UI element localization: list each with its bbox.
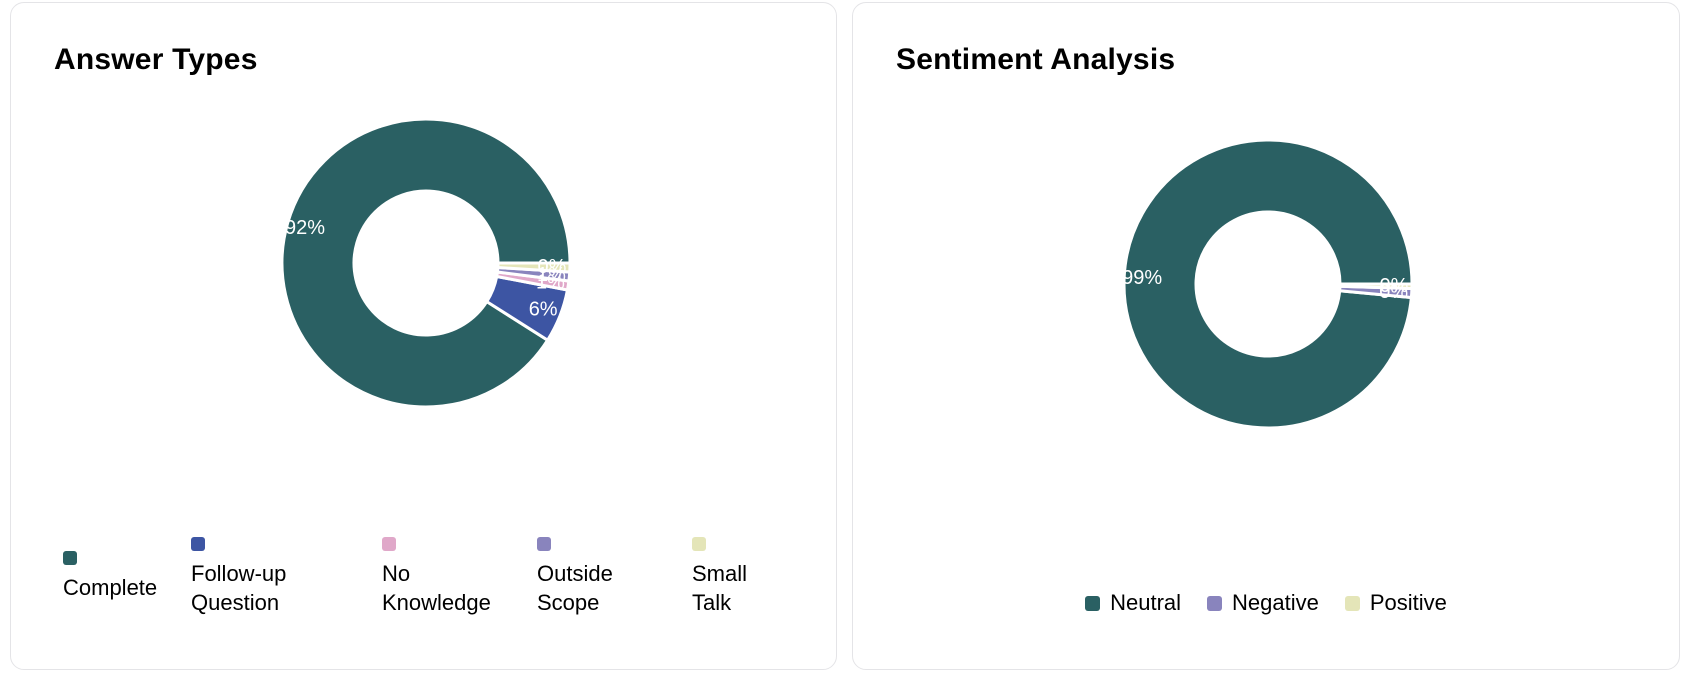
answer-types-donut-chart: 92% 6% 1%1%0% xyxy=(280,117,572,409)
legend-swatch-no-knowledge xyxy=(382,537,396,551)
legend-swatch-positive xyxy=(1344,595,1360,611)
legend-label: Question xyxy=(191,590,280,615)
slice-label-positive: 0% xyxy=(1380,275,1409,297)
legend-item-negative[interactable]: Negative xyxy=(1207,590,1319,616)
sentiment-analysis-title: Sentiment Analysis xyxy=(896,43,1176,76)
legend-swatch-negative xyxy=(1207,595,1223,611)
legend-item-small-talk[interactable]: Small Talk xyxy=(692,537,747,617)
legend-label: Positive xyxy=(1369,590,1447,615)
legend-swatch-outside-scope xyxy=(537,537,551,551)
legend-item-outside-scope[interactable]: Outside Scope xyxy=(537,537,613,617)
legend-item-neutral[interactable]: Neutral xyxy=(1085,590,1181,616)
slice-neutral[interactable] xyxy=(1122,138,1414,430)
legend-label: Scope xyxy=(537,590,600,615)
legend-label: Knowledge xyxy=(382,590,491,615)
legend-swatch-neutral xyxy=(1085,595,1101,611)
legend-label: No xyxy=(382,561,411,586)
slice-label-neutral: 99% xyxy=(1122,267,1162,289)
sentiment-analysis-card: Sentiment Analysis 99% 0% 0% Neutral Negati… xyxy=(852,2,1680,670)
legend-label: Neutral xyxy=(1110,590,1182,615)
legend-item-positive[interactable]: Positive xyxy=(1344,590,1447,616)
legend-swatch-small-talk xyxy=(692,537,706,551)
slice-positive[interactable] xyxy=(1338,282,1414,291)
legend-item-follow-up-question[interactable]: Follow-up Question xyxy=(191,537,286,617)
legend-item-complete[interactable]: Complete xyxy=(63,551,157,602)
sentiment-analysis-donut-chart: 99% 0%0% xyxy=(1122,138,1414,430)
legend-label: Small xyxy=(692,561,748,586)
legend-label: Follow-up xyxy=(191,561,287,586)
answer-types-card: Answer Types 92% 6% 1% 1% 0% Complete Follow-… xyxy=(10,2,837,670)
slice-complete[interactable] xyxy=(280,117,572,409)
slice-label-no-knowledge: 1% xyxy=(536,272,565,294)
slice-follow-up-question[interactable] xyxy=(484,274,570,343)
legend-label: Complete xyxy=(63,575,158,600)
answer-types-title: Answer Types xyxy=(54,43,258,76)
slice-small-talk[interactable] xyxy=(496,261,572,274)
legend-item-no-knowledge[interactable]: No Knowledge xyxy=(382,537,491,617)
legend-swatch-complete xyxy=(63,551,77,565)
slice-label-follow-up-question: 6% xyxy=(529,298,558,320)
slice-label-small-talk: 0% xyxy=(537,256,566,278)
legend-swatch-follow-up-question xyxy=(191,537,205,551)
slice-label-negative: 0% xyxy=(1379,281,1408,303)
legend-label: Negative xyxy=(1232,590,1319,615)
slice-label-complete: 92% xyxy=(285,217,325,239)
slice-label-outside-scope: 1% xyxy=(537,264,566,286)
legend-label: Talk xyxy=(692,590,732,615)
sentiment-analysis-legend: Neutral Negative Positive xyxy=(853,590,1679,616)
legend-label: Outside xyxy=(537,561,613,586)
